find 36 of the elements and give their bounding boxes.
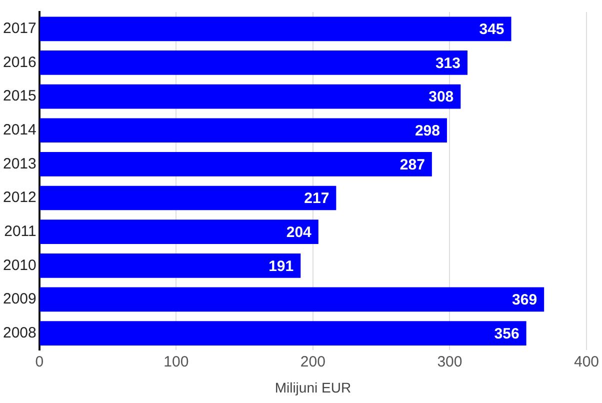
data-label: 298	[414, 122, 440, 140]
bar	[40, 118, 447, 143]
x-axis-title: Milijuni EUR	[274, 379, 352, 396]
bar	[40, 186, 336, 210]
bar	[40, 16, 512, 42]
data-label: 204	[286, 224, 312, 241]
x-tick-label: 400	[574, 353, 599, 370]
data-label: 191	[268, 258, 294, 275]
bar	[40, 287, 544, 312]
y-tick-label: 2012	[2, 189, 36, 206]
bar	[40, 152, 432, 176]
bar	[40, 50, 468, 75]
bar	[40, 253, 301, 278]
data-label: 369	[512, 292, 538, 309]
x-tick-label: 200	[300, 353, 326, 370]
x-tick-label: 100	[164, 353, 189, 370]
bar	[40, 321, 526, 346]
bar	[40, 220, 318, 244]
y-tick-label: 2010	[2, 256, 36, 274]
x-tick-label: 0	[35, 353, 44, 370]
data-label: 308	[428, 88, 454, 106]
data-label: 313	[435, 54, 460, 72]
y-tick-label: 2009	[2, 290, 36, 308]
y-tick-label: 2013	[2, 155, 36, 172]
data-label: 356	[494, 325, 520, 342]
data-label: 287	[400, 156, 425, 174]
data-label: 345	[479, 21, 504, 38]
y-tick-label: 2011	[4, 222, 36, 240]
bar	[40, 84, 461, 109]
y-tick-label: 2014	[2, 122, 36, 139]
y-tick-label: 2008	[2, 324, 36, 342]
y-tick-label: 2016	[2, 54, 36, 71]
y-tick-label: 2015	[2, 88, 36, 105]
y-tick-label: 2017	[2, 20, 36, 38]
x-tick-label: 300	[437, 353, 462, 370]
data-label: 217	[304, 190, 330, 208]
